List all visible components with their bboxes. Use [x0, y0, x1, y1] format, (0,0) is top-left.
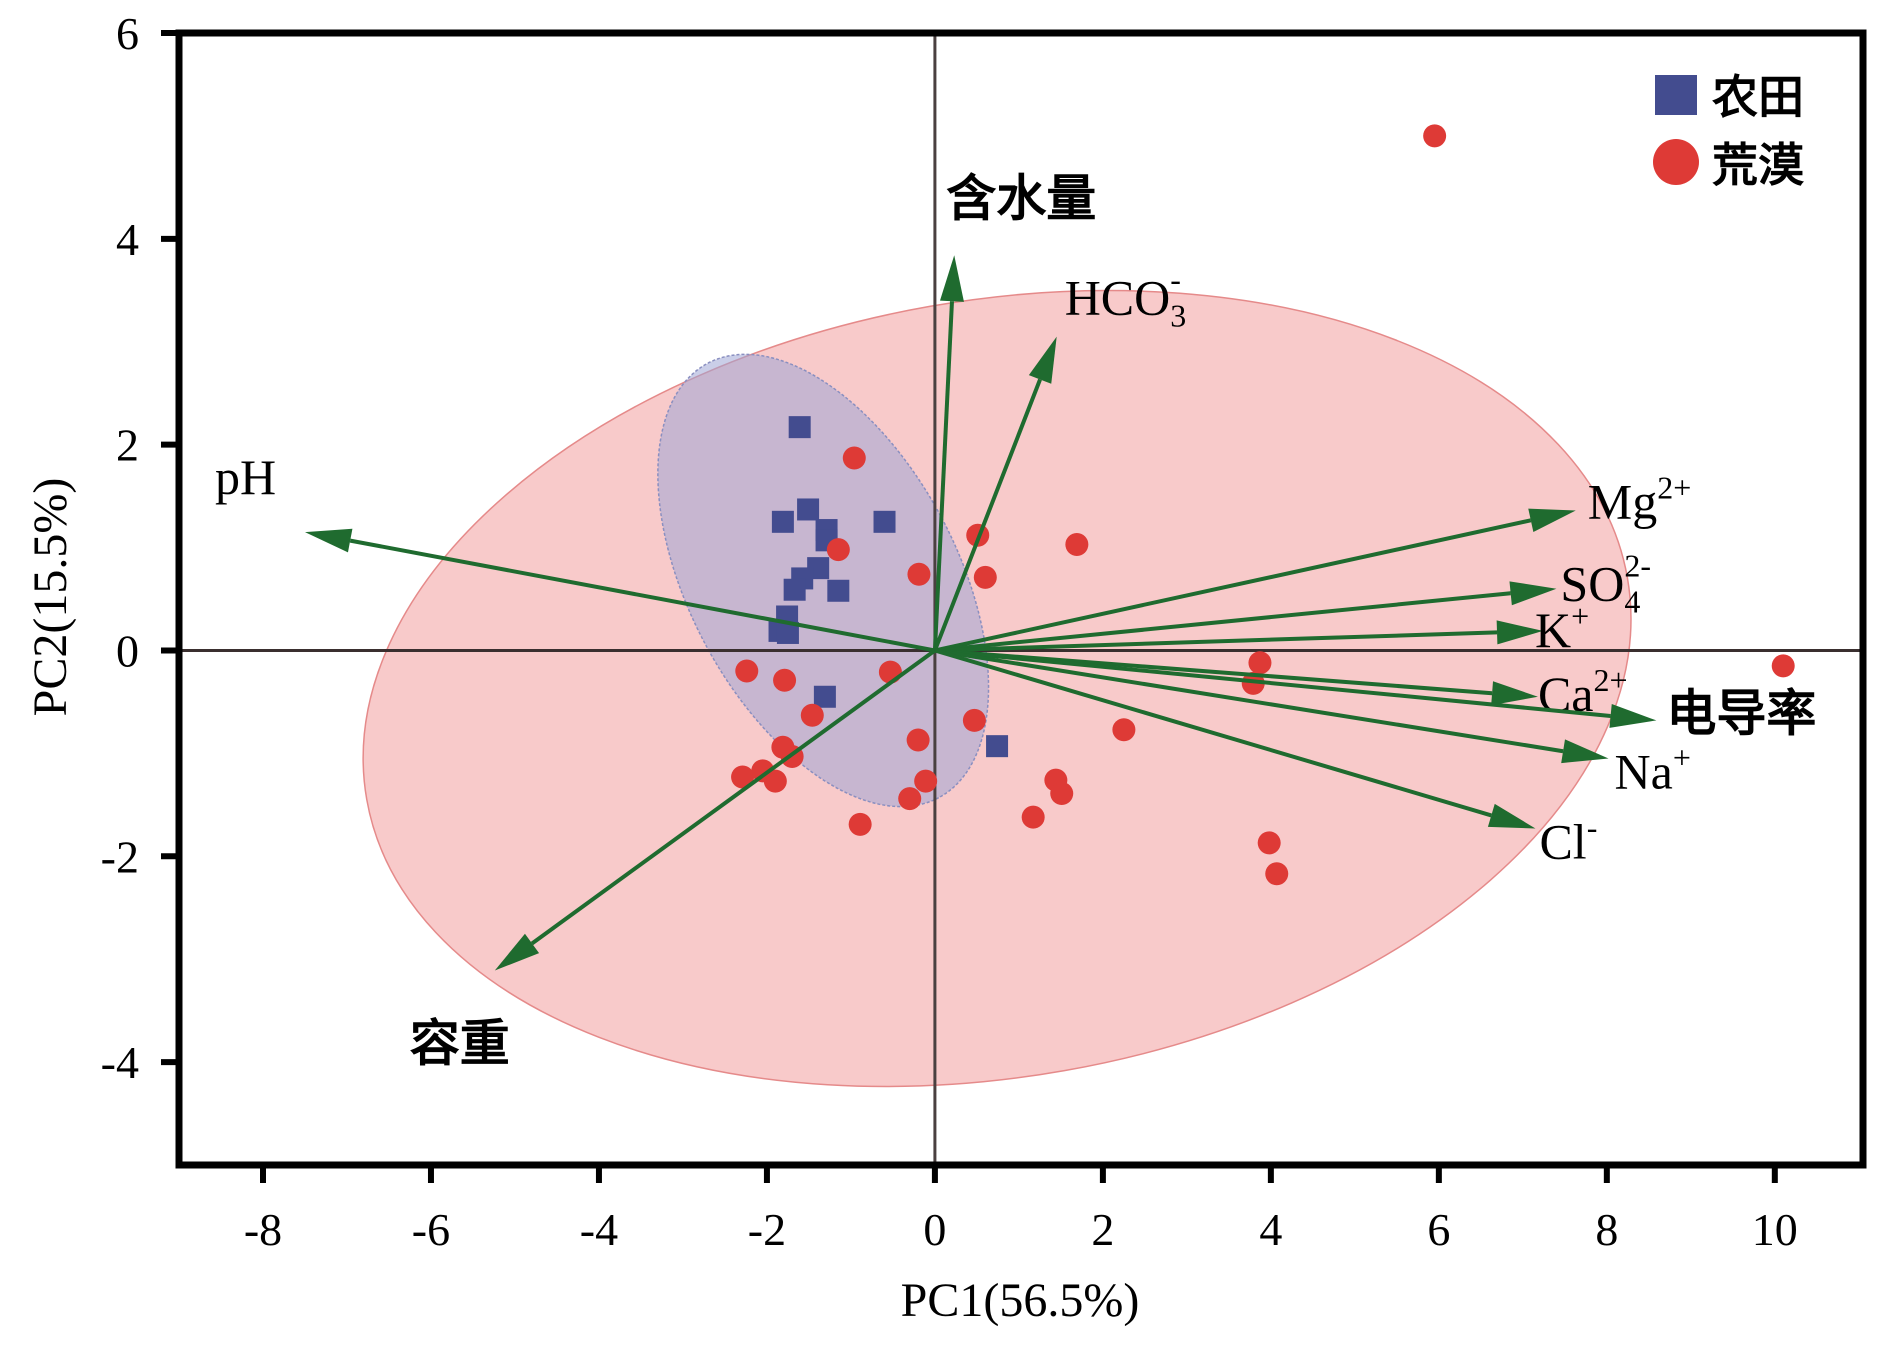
legend: 农田 荒漠	[1653, 72, 1805, 191]
x-tick-label: 8	[1595, 1204, 1618, 1255]
loading-label-pH: pH	[215, 449, 276, 505]
farmland-point	[797, 498, 820, 521]
desert-point	[878, 660, 902, 684]
farmland-point	[873, 510, 896, 533]
legend-marker-farmland	[1655, 75, 1697, 115]
x-tick-label: -6	[412, 1204, 450, 1255]
arrowhead-icon	[494, 933, 540, 971]
desert-point	[1248, 651, 1272, 675]
desert-point	[906, 728, 930, 752]
farmland-point	[783, 578, 806, 601]
x-tick-label: 0	[923, 1204, 946, 1255]
loading-label-Mg2+: Mg2+	[1588, 469, 1692, 529]
loading-vector-Na+	[934, 648, 1564, 754]
y-axis-title: PC2(15.5%)	[24, 478, 77, 717]
y-tick-label: 6	[116, 8, 139, 59]
loading-label-HCO3-: HCO3-	[1065, 262, 1187, 334]
loading-label-K+: K+	[1535, 598, 1589, 658]
loading-label-Na+: Na+	[1615, 740, 1691, 800]
desert-point	[826, 538, 850, 562]
loading-vector-K+	[934, 630, 1498, 653]
desert-point	[962, 708, 986, 732]
desert-point	[1241, 671, 1265, 695]
loading-label-SO42-: SO42-	[1560, 548, 1651, 620]
y-tick-label: 4	[116, 214, 139, 265]
farmland-point	[771, 510, 794, 533]
x-tick-label: 2	[1091, 1204, 1114, 1255]
reference-lines	[179, 33, 1863, 1165]
desert-point	[1065, 532, 1089, 556]
arrowhead-icon	[1528, 508, 1576, 533]
loading-vector-Mg2+	[934, 518, 1532, 653]
arrowhead-icon	[939, 255, 964, 302]
arrowhead-icon	[1509, 581, 1557, 606]
x-tick-label: -2	[748, 1204, 786, 1255]
loading-label-含水量: 含水量	[946, 170, 1096, 226]
plot-border	[175, 29, 1867, 1169]
arrowhead-icon	[1609, 704, 1657, 728]
loading-vector-含水量	[932, 301, 954, 651]
desert-point	[763, 769, 787, 793]
desert-point	[735, 659, 759, 683]
x-tick-label: 10	[1752, 1204, 1798, 1255]
farmland-point	[827, 579, 850, 602]
arrowhead-icon	[1561, 739, 1609, 764]
arrowhead-icon	[1491, 681, 1538, 706]
loading-vector-SO42-	[934, 591, 1511, 653]
y-tick-label: 0	[116, 625, 139, 676]
loading-vector-Cl-	[934, 648, 1492, 818]
desert-point	[842, 446, 866, 470]
desert-point	[914, 769, 938, 793]
desert-point	[1112, 718, 1136, 742]
plot-frame	[175, 29, 1867, 1169]
loading-label-电导率: 电导率	[1666, 685, 1816, 741]
desert-point	[800, 703, 824, 727]
x-axis-title: PC1(56.5%)	[901, 1274, 1140, 1327]
desert-point	[1257, 831, 1281, 855]
loading-vector-容重	[530, 648, 937, 946]
farmland-point	[776, 621, 799, 644]
desert-point	[848, 812, 872, 836]
desert-point	[907, 562, 931, 586]
legend-marker-desert	[1653, 139, 1699, 185]
loading-label-Cl-: Cl-	[1539, 809, 1597, 869]
x-tick-label: 6	[1427, 1204, 1450, 1255]
desert-point	[898, 787, 922, 811]
arrowhead-icon	[1028, 336, 1057, 384]
farmland-point	[986, 735, 1009, 758]
x-tick-label: 4	[1259, 1204, 1282, 1255]
arrowhead-icon	[1496, 620, 1543, 645]
desert-point	[973, 565, 997, 589]
loading-label-容重: 容重	[410, 1016, 510, 1072]
loading-vector-HCO3-	[933, 378, 1042, 652]
farmland-point	[788, 416, 811, 439]
loading-vector-电导率	[934, 648, 1611, 718]
y-tick-label: -2	[101, 831, 139, 882]
desert-point	[773, 668, 797, 692]
axis-ticks: -8 -6 -4 -2 0 2 4 6 8 10 -4 -2 0 2 4 6	[101, 8, 1798, 1255]
desert-point	[1423, 124, 1447, 148]
y-tick-label: -4	[101, 1037, 139, 1088]
ellipse-farmland	[657, 353, 990, 808]
x-tick-label: -8	[244, 1204, 282, 1255]
legend-label-farmland: 农田	[1712, 72, 1804, 123]
arrowhead-icon	[1487, 803, 1536, 829]
arrowhead-icon	[304, 528, 353, 553]
loading-vector-pH	[349, 538, 936, 653]
desert-point	[731, 765, 755, 789]
desert-point	[1021, 805, 1045, 829]
confidence-ellipses	[362, 289, 1632, 1088]
desert-point	[1265, 862, 1289, 886]
desert-point	[1771, 654, 1795, 678]
x-tick-label: -4	[580, 1204, 618, 1255]
farmland-point	[813, 685, 836, 708]
y-tick-label: 2	[116, 420, 139, 471]
legend-label-desert: 荒漠	[1712, 140, 1805, 191]
desert-point	[1050, 781, 1074, 805]
